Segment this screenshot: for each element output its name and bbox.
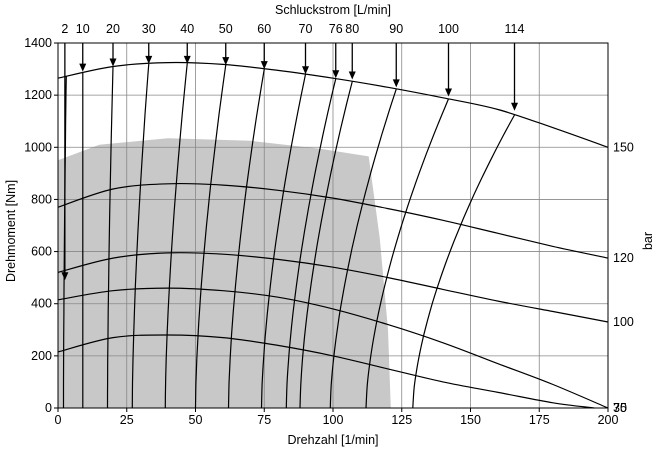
flow-label-60: 60 <box>257 22 271 36</box>
flow-label-10: 10 <box>76 22 90 36</box>
pressure-label-120: 120 <box>613 251 634 265</box>
flow-arrowhead-100 <box>445 88 452 97</box>
flow-curve-20 <box>106 66 114 409</box>
pressure-label-70: 70 <box>613 401 627 415</box>
x-ticks: 0 25 50 75 100 125 150 175 200 <box>55 408 619 427</box>
y-tick-label: 200 <box>31 349 52 363</box>
shaded-region <box>58 138 391 408</box>
y-tick-label: 1400 <box>24 36 52 50</box>
flow-label-114: 114 <box>505 22 525 36</box>
pressure-label-35: 35 <box>613 401 627 415</box>
flow-label-50: 50 <box>219 22 233 36</box>
x-tick-label: 200 <box>598 413 619 427</box>
pressure-curve-150 <box>57 61 609 148</box>
x-tick-label: 150 <box>460 413 481 427</box>
right-axis-title: bar <box>641 232 655 250</box>
flow-curve-76 <box>285 78 337 409</box>
y-tick-label: 800 <box>31 192 52 206</box>
flow-arrowhead-80 <box>348 71 356 80</box>
pressure-curves <box>57 61 609 409</box>
flow-arrowhead-76 <box>332 70 340 79</box>
flow-labels: 2 10 20 30 40 50 60 70 76 80 90 100 114 <box>61 22 524 36</box>
flow-arrows <box>61 43 518 281</box>
flow-arrowhead-2 <box>61 272 69 281</box>
flow-arrowhead-114 <box>511 102 518 111</box>
x-tick-label: 125 <box>391 413 412 427</box>
flow-label-70: 70 <box>299 22 313 36</box>
flow-arrowhead-70 <box>302 66 309 75</box>
flow-arrowhead-40 <box>183 55 191 64</box>
flow-arrowhead-90 <box>392 79 400 88</box>
pressure-curve-120 <box>57 182 609 259</box>
pressure-curve-100 <box>57 252 609 323</box>
x-axis-title: Drehzahl [1/min] <box>287 433 378 447</box>
shaded-area <box>58 138 391 408</box>
flow-curve-100 <box>365 98 450 409</box>
flow-curve-50 <box>194 64 227 409</box>
y-axis-title: Drehmoment [Nm] <box>4 180 18 282</box>
flow-label-100: 100 <box>438 22 459 36</box>
y-tick-label: 400 <box>31 297 52 311</box>
x-tick-label: 50 <box>189 413 203 427</box>
flow-arrowhead-10 <box>79 63 87 72</box>
y-tick-label: 1000 <box>24 140 52 154</box>
flow-label-40: 40 <box>180 22 194 36</box>
flow-label-76: 76 <box>329 22 343 36</box>
flow-curve-60 <box>227 68 265 409</box>
flow-label-90: 90 <box>389 22 403 36</box>
flow-arrowhead-20 <box>109 58 117 67</box>
x-tick-label: 75 <box>257 413 271 427</box>
y-ticks: 0 200 400 600 800 1000 1200 1400 <box>24 36 58 415</box>
flow-curve-114 <box>412 114 516 409</box>
x-tick-label: 0 <box>55 413 62 427</box>
x-tick-label: 175 <box>529 413 550 427</box>
flow-arrowhead-60 <box>260 61 268 70</box>
pressure-curve-35 <box>57 334 595 409</box>
pressure-label-100: 100 <box>613 315 634 329</box>
flow-arrowhead-50 <box>222 57 230 66</box>
flow-curve-40 <box>164 63 188 409</box>
flow-arrowhead-30 <box>145 55 153 64</box>
flow-label-80: 80 <box>345 22 359 36</box>
y-tick-label: 0 <box>45 401 52 415</box>
flow-label-30: 30 <box>142 22 156 36</box>
flow-curve-80 <box>299 81 353 409</box>
y-tick-label: 600 <box>31 245 52 259</box>
top-axis-title: Schluckstrom [L/min] <box>275 3 391 17</box>
pressure-label-150: 150 <box>613 140 634 154</box>
flow-curve-30 <box>131 63 150 409</box>
pressure-curve-70 <box>57 287 609 409</box>
x-tick-label: 25 <box>120 413 134 427</box>
flow-curve-70 <box>260 74 307 409</box>
flow-label-2: 2 <box>61 22 68 36</box>
x-tick-label: 100 <box>323 413 344 427</box>
flow-label-20: 20 <box>106 22 120 36</box>
flow-curve-90 <box>329 88 397 409</box>
y-tick-label: 1200 <box>24 88 52 102</box>
